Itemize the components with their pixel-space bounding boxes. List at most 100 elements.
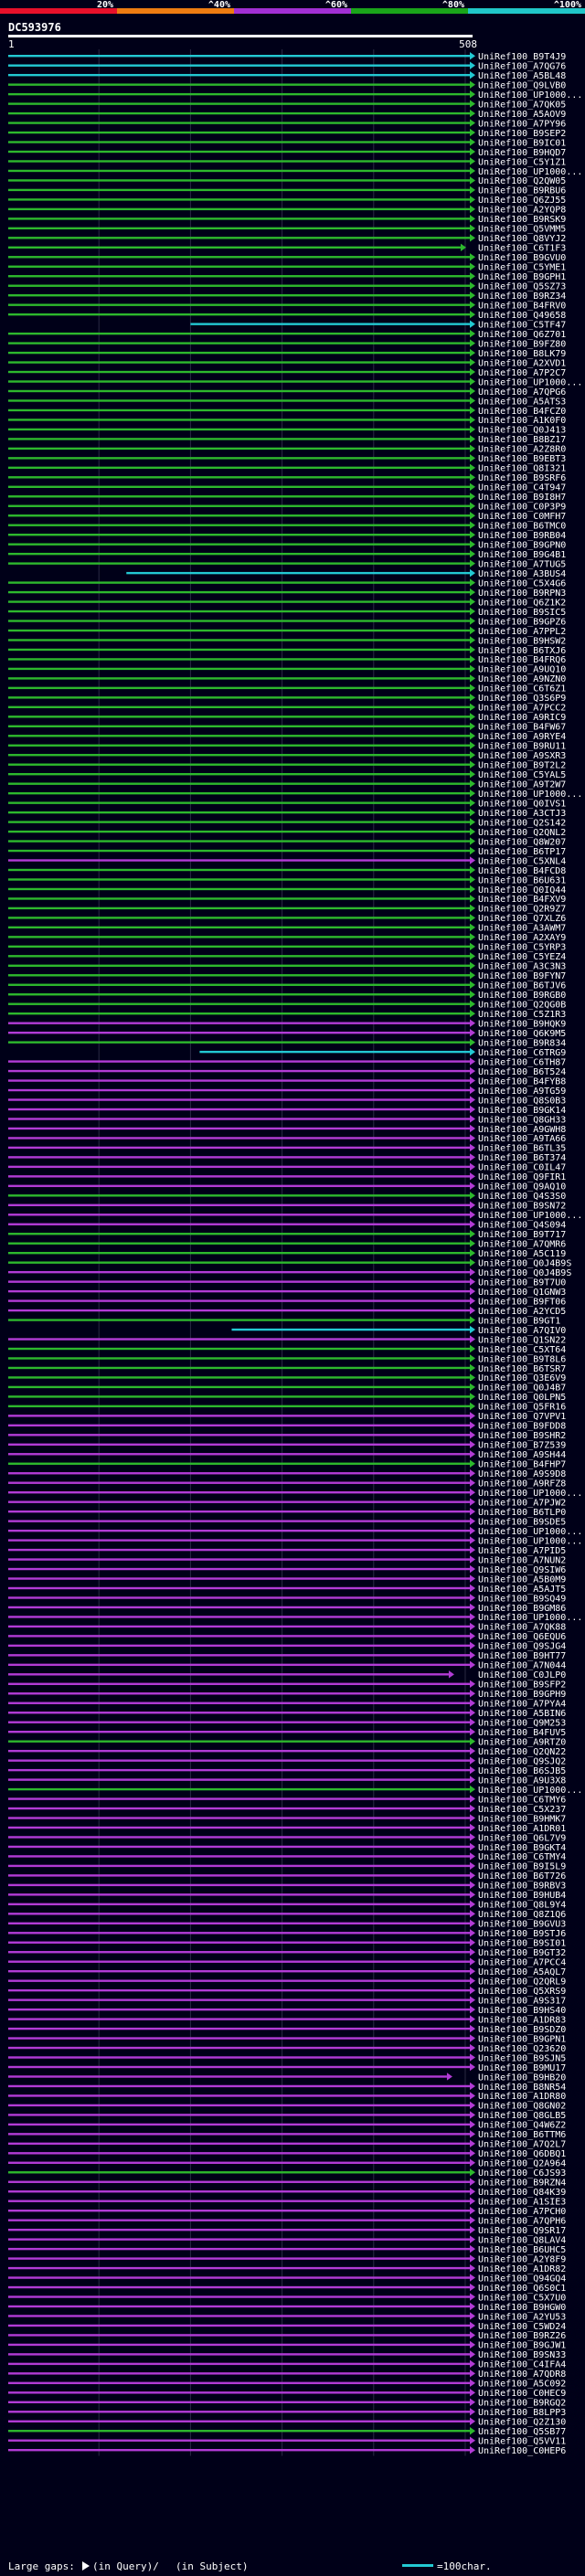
hit-bar: [8, 419, 470, 421]
hit-label: UniRef100_A3AWM7: [478, 924, 566, 934]
hit-label: UniRef100_B9R834: [478, 1038, 566, 1048]
hit-arrow-icon: [469, 2379, 475, 2388]
hit-bar: [8, 1731, 470, 1733]
hit-bar: [8, 821, 470, 823]
hit-bar: [8, 993, 470, 996]
hit-label: UniRef100_B9SDE5: [478, 1517, 566, 1527]
hit-bar: [8, 1883, 470, 1887]
hit-label: UniRef100_C6TH87: [478, 1057, 566, 1067]
hit-bar: [8, 1759, 470, 1762]
hit-label: UniRef100_C6TMY4: [478, 1852, 566, 1862]
hit-arrow-icon: [469, 1277, 475, 1286]
hit-bar: [8, 1567, 470, 1571]
hit-bar: [8, 1098, 470, 1101]
hit-arrow-icon: [469, 339, 475, 347]
hit-label: UniRef100_A9S9D8: [478, 1469, 566, 1479]
hit-arrow-icon: [469, 1737, 475, 1745]
hit-arrow-icon: [469, 837, 475, 845]
scale-label: ^60%: [325, 0, 347, 10]
hit-arrow-icon: [469, 2062, 475, 2072]
hit-arrow-icon: [469, 1852, 475, 1860]
hit-label: UniRef100_A2XAY9: [478, 933, 566, 943]
scale-segment: [234, 8, 351, 14]
hit-bar: [8, 2334, 470, 2337]
hit-arrow-icon: [469, 1038, 475, 1046]
hit-arrow-icon: [469, 416, 475, 424]
hit-arrow-icon: [469, 664, 475, 673]
hit-arrow-icon: [469, 626, 475, 635]
hit-label: UniRef100_B9RBU6: [478, 186, 566, 196]
hit-arrow-icon: [469, 473, 475, 482]
hit-bar: [8, 198, 470, 201]
hit-label: UniRef100_B9MU17: [478, 2063, 566, 2073]
hit-label: UniRef100_B9HSW2: [478, 636, 566, 646]
hit-arrow-icon: [469, 1900, 475, 1909]
hit-label: UniRef100_B9GPN1: [478, 2034, 566, 2044]
hit-bar: [8, 1270, 470, 1274]
hit-arrow-icon: [469, 2312, 475, 2320]
hit-bar: [8, 141, 470, 143]
hit-label: UniRef100_B9I5L9: [478, 1862, 566, 1872]
hit-arrow-icon: [469, 1249, 475, 1257]
hit-arrow-icon: [469, 186, 475, 195]
query-end-label: 508: [459, 38, 477, 50]
hit-arrow-icon: [469, 732, 475, 740]
hit-label: UniRef100_A5C119: [478, 1249, 566, 1259]
hit-label: UniRef100_A9SXR3: [478, 751, 566, 761]
hit-bar: [8, 801, 470, 804]
hit-arrow-icon: [469, 636, 475, 644]
hit-arrow-icon: [469, 397, 475, 405]
scale-100-label: =100char.: [437, 2560, 492, 2572]
hit-arrow-icon: [469, 2427, 475, 2435]
hit-bar: [8, 1988, 470, 1992]
hit-bar: [8, 332, 470, 335]
hit-arrow-icon: [469, 1613, 475, 1621]
hit-label: UniRef100_A9S317: [478, 1996, 566, 2006]
hit-bar: [8, 303, 470, 306]
hit-arrow-icon: [469, 109, 475, 118]
hit-label: UniRef100_Q4S094: [478, 1221, 566, 1231]
hit-bar: [8, 2315, 470, 2317]
hit-bar: [8, 716, 470, 718]
hit-arrow-icon: [469, 1489, 475, 1497]
hit-bar: [8, 1586, 470, 1590]
hit-label: UniRef100_Q6K9M5: [478, 1029, 566, 1039]
hit-label: UniRef100_Q49658: [478, 311, 566, 321]
hit-bar: [8, 2295, 470, 2298]
hit-label: UniRef100_A9U3X8: [478, 1776, 566, 1786]
scale-label: ^100%: [554, 0, 581, 10]
hit-bar: [8, 1165, 470, 1169]
hit-arrow-icon: [469, 1891, 475, 1899]
hit-arrow-icon: [469, 1096, 475, 1104]
hit-bar: [8, 1137, 470, 1140]
hit-label: UniRef100_C5XNL4: [478, 856, 566, 866]
hit-arrow-icon: [469, 1115, 475, 1123]
hit-label: UniRef100_B4FRQ6: [478, 655, 566, 665]
hit-arrow-icon: [469, 406, 475, 415]
hit-arrow-icon: [469, 1833, 475, 1841]
hit-bar: [8, 1616, 470, 1618]
hit-label: UniRef100_Q8VYJ2: [478, 234, 566, 244]
hit-arrow-icon: [469, 1459, 475, 1468]
hit-arrow-icon: [469, 875, 475, 884]
hit-arrow-icon: [469, 1344, 475, 1353]
hit-label: UniRef100_B9HS40: [478, 2006, 566, 2016]
hit-arrow-icon: [469, 1651, 475, 1659]
hit-label: UniRef100_UP1000...: [478, 1536, 582, 1546]
hit-bar: [8, 2228, 470, 2231]
legend-footer: Large gaps: (in Query)/ (in Subject) =10…: [8, 2560, 492, 2572]
scale-label: 20%: [97, 0, 113, 10]
hit-arrow-icon: [469, 1536, 475, 1544]
hit-bar: [8, 1194, 470, 1197]
hit-arrow-icon: [469, 1440, 475, 1448]
hit-bar: [8, 399, 470, 402]
hit-bar: [8, 1491, 470, 1494]
hit-label: UniRef100_B9T7U0: [478, 1277, 566, 1288]
hit-label: UniRef100_A9RIC9: [478, 713, 566, 723]
hit-arrow-icon: [469, 310, 475, 319]
hit-arrow-icon: [469, 1297, 475, 1305]
scale-label: ^40%: [208, 0, 230, 10]
hit-bar: [8, 2027, 470, 2030]
hit-bar: [8, 1415, 470, 1417]
hit-arrow-icon: [469, 1047, 475, 1056]
